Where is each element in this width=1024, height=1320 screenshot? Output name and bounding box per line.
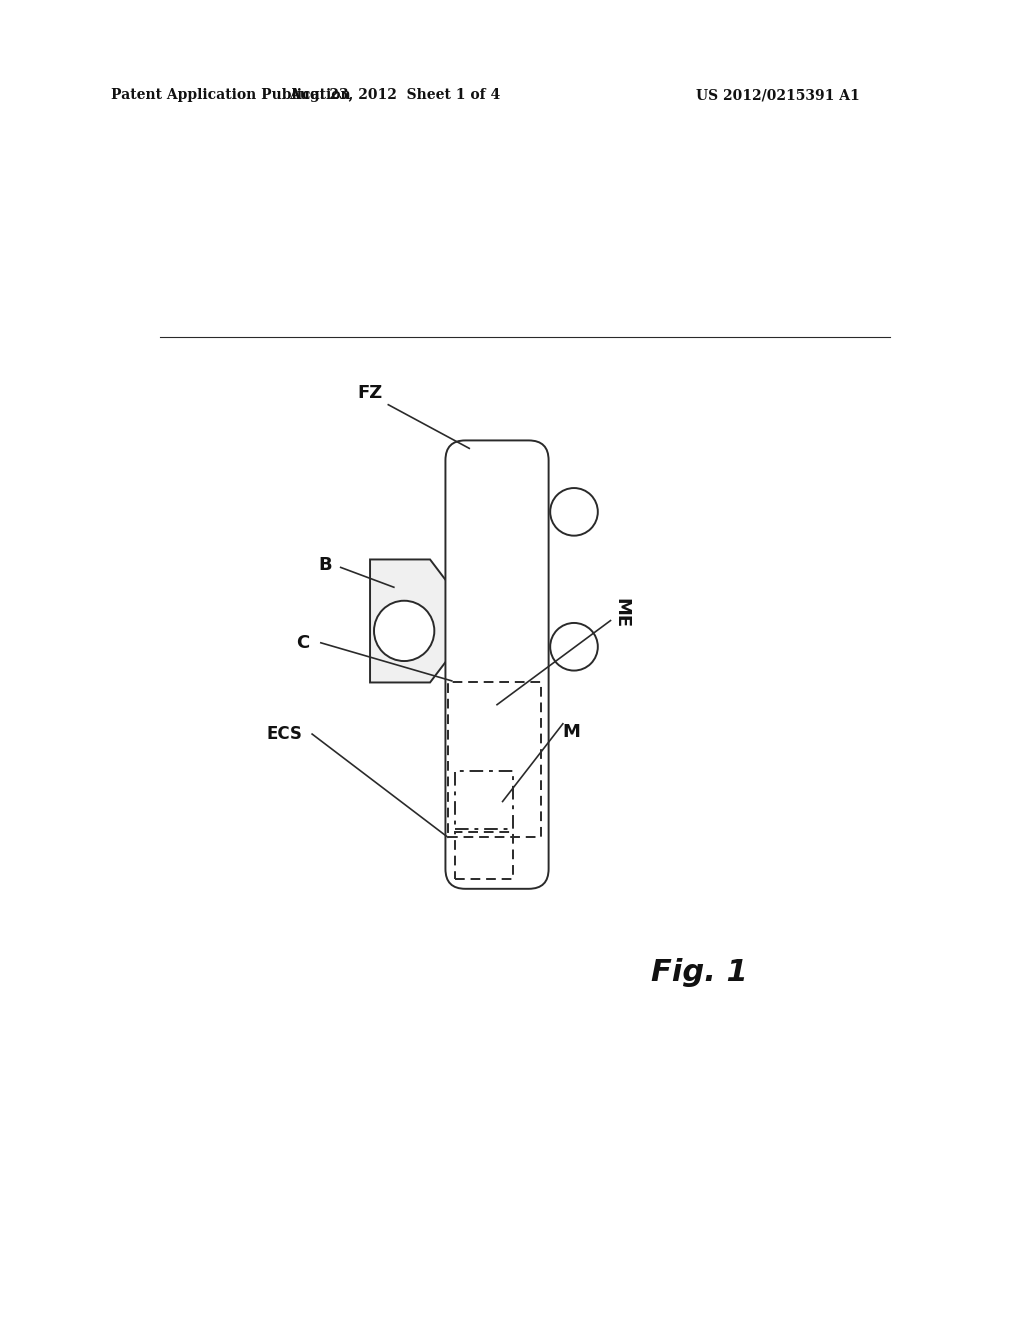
Text: US 2012/0215391 A1: US 2012/0215391 A1	[696, 88, 860, 102]
Text: M: M	[562, 722, 580, 741]
Bar	[455, 771, 513, 829]
Text: Aug. 23, 2012  Sheet 1 of 4: Aug. 23, 2012 Sheet 1 of 4	[289, 88, 500, 102]
Text: ECS: ECS	[266, 725, 302, 743]
Circle shape	[550, 623, 598, 671]
Polygon shape	[370, 560, 454, 682]
Text: B: B	[318, 556, 332, 574]
Text: C: C	[296, 634, 309, 652]
Text: Fig. 1: Fig. 1	[651, 957, 748, 986]
Text: FZ: FZ	[357, 384, 383, 401]
Bar	[447, 682, 542, 837]
Bar	[455, 832, 513, 879]
Text: Patent Application Publication: Patent Application Publication	[111, 88, 350, 102]
Text: ME: ME	[612, 598, 631, 628]
Circle shape	[374, 601, 434, 661]
FancyBboxPatch shape	[445, 441, 549, 888]
Circle shape	[550, 488, 598, 536]
